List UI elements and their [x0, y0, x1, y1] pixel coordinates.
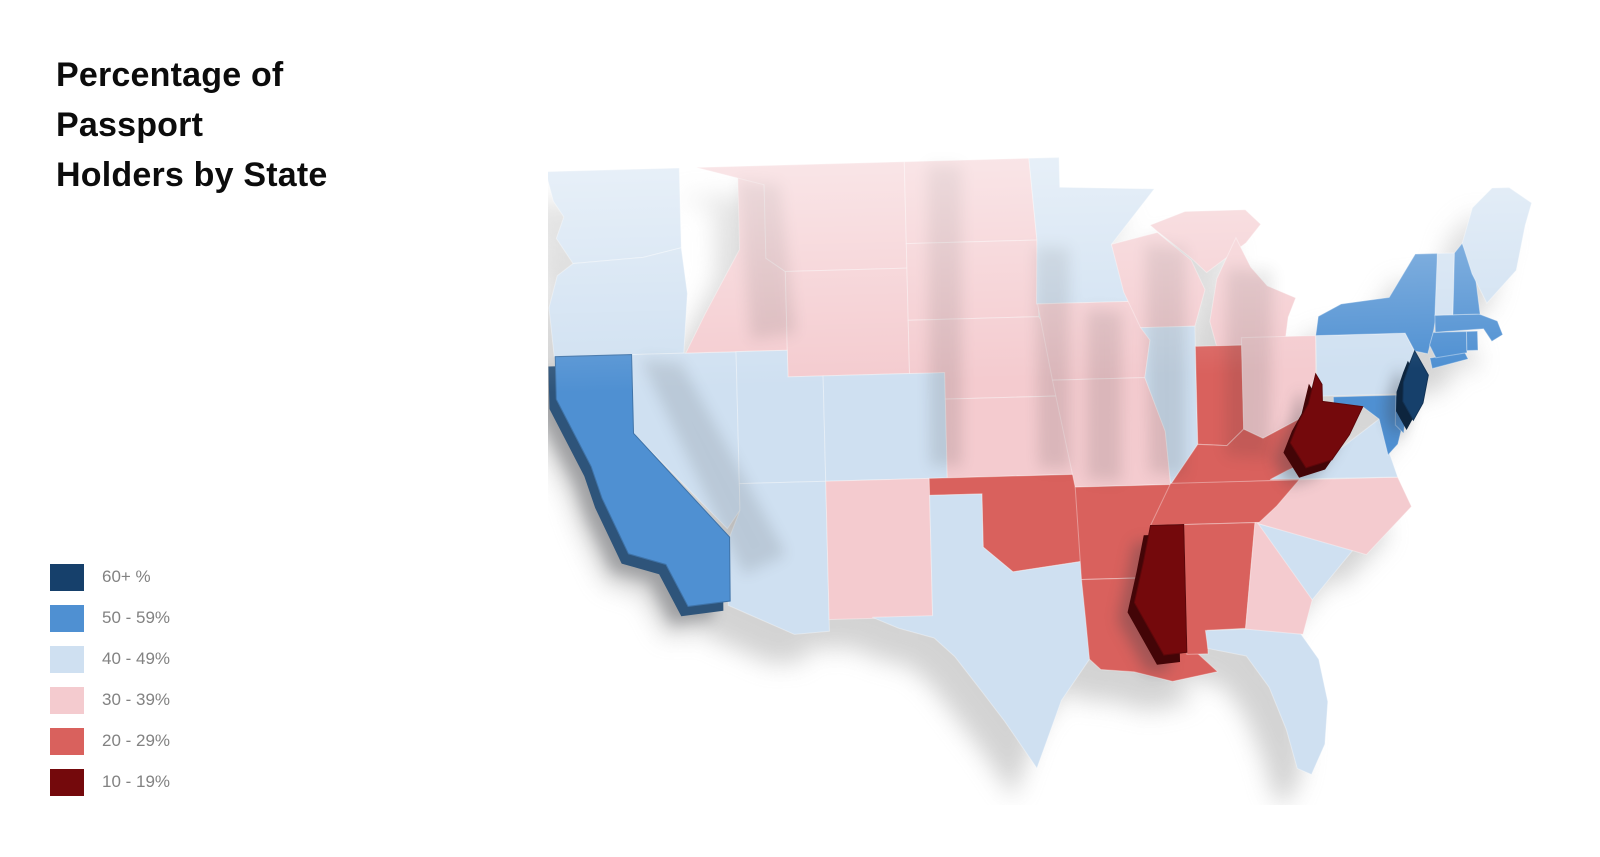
legend-label-30-39: 30 - 39%	[102, 690, 171, 709]
legend-label-40-49: 40 - 49%	[102, 649, 171, 668]
state-MS	[1133, 524, 1188, 656]
state-ND	[903, 157, 1038, 245]
title-line-1: Percentage of	[56, 56, 284, 94]
state-CO	[822, 371, 948, 482]
legend-item-20-29: 20 - 29%	[50, 727, 170, 755]
legend-label-50-59: 50 - 59%	[102, 608, 171, 627]
legend-item-60+: 60+ %	[50, 563, 170, 591]
state-SD	[905, 239, 1040, 321]
us-map-svg	[548, 145, 1553, 804]
legend-swatch-40-49	[50, 645, 84, 673]
legend-swatch-60+	[50, 563, 84, 591]
legend-item-10-19: 10 - 19%	[50, 768, 170, 796]
us-choropleth-map	[548, 145, 1553, 805]
legend-label-10-19: 10 - 19%	[102, 772, 171, 791]
state-TX	[872, 493, 1091, 770]
legend-item-30-39: 30 - 39%	[50, 686, 170, 714]
legend-label-20-29: 20 - 29%	[102, 731, 171, 750]
state-CA	[554, 354, 731, 608]
state-WY	[784, 267, 911, 378]
state-NM	[825, 477, 934, 621]
legend: 60+ % 50 - 59% 40 - 49% 30 - 39% 20 - 29% 10 …	[50, 563, 170, 809]
state-FL	[1204, 628, 1329, 776]
legend-swatch-30-39	[50, 686, 84, 714]
state-RI	[1465, 330, 1479, 352]
state-CT	[1429, 330, 1468, 359]
title-line-3: Holders by State	[56, 156, 328, 194]
raised-states-layer	[548, 349, 1429, 673]
page-title: Percentage of Passport Holders by State	[56, 50, 328, 200]
legend-swatch-20-29	[50, 727, 84, 755]
state-WV	[1289, 372, 1364, 469]
legend-swatch-50-59	[50, 604, 84, 632]
state-VT	[1434, 252, 1455, 316]
title-line-2: Passport	[56, 106, 204, 144]
state-WA	[548, 167, 682, 265]
legend-item-50-59: 50 - 59%	[50, 604, 170, 632]
legend-swatch-10-19	[50, 768, 84, 796]
legend-item-40-49: 40 - 49%	[50, 645, 170, 673]
legend-label-60+: 60+ %	[102, 567, 151, 586]
